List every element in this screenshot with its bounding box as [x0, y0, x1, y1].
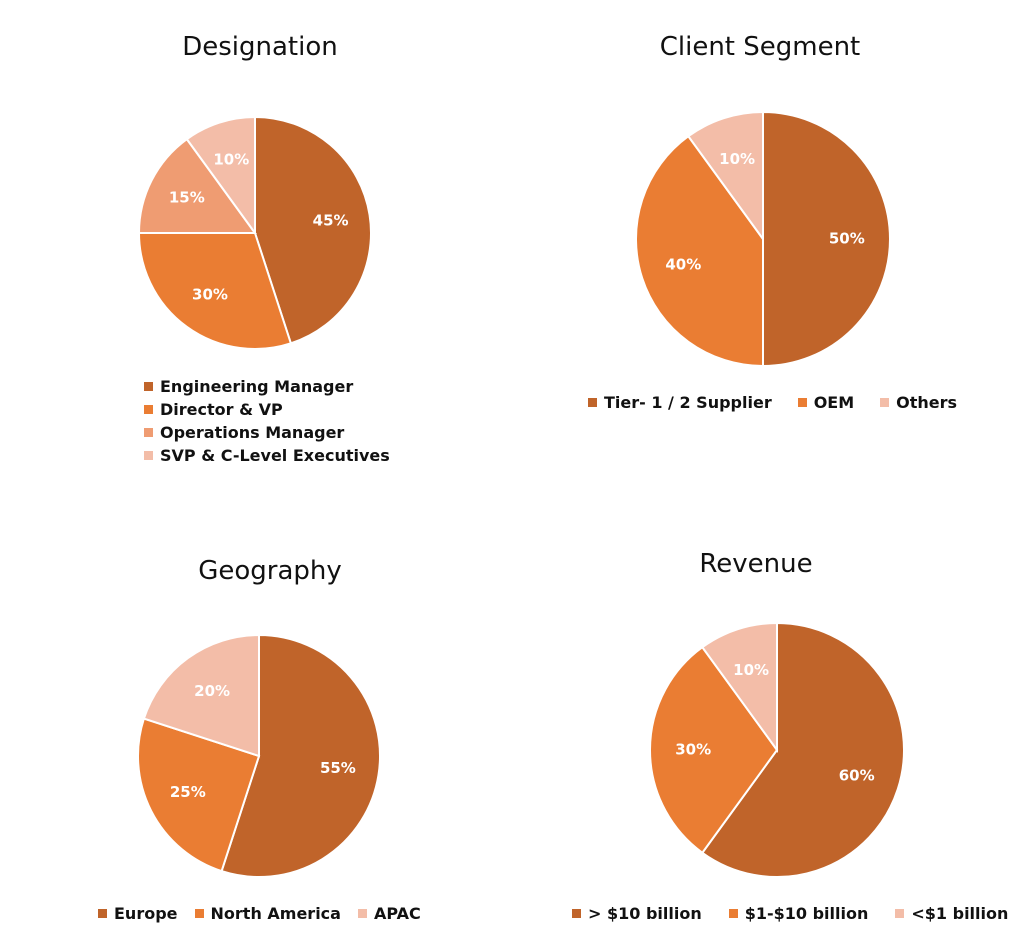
legend-item: $1-$10 billion [728, 904, 869, 923]
chart-title: Revenue [699, 549, 813, 579]
legend-swatch [880, 398, 890, 407]
legend-label: Europe [114, 904, 178, 923]
legend-item: > $10 billion [572, 904, 702, 923]
pie-slice [137, 717, 261, 873]
legend-label: OEM [813, 393, 855, 412]
data-label: 50% [829, 230, 865, 248]
legend-label: Engineering Manager [160, 377, 354, 396]
legend-item: Tier- 1 / 2 Supplier [588, 393, 772, 412]
legend-item: North America [194, 904, 341, 923]
pie-geography: 55% 25% 20% [137, 633, 381, 878]
legend-item: Engineering Manager [144, 375, 390, 398]
data-label: 30% [675, 741, 711, 759]
legend-label: $1-$10 billion [744, 904, 869, 923]
legend-swatch [144, 382, 153, 391]
designation-chart: Designation 45% 30% 15% 10% Engineering Man… [100, 28, 420, 478]
legend-item: Europe [98, 904, 178, 923]
legend-swatch [144, 451, 153, 460]
data-label: 60% [839, 766, 875, 784]
pie-slice [635, 134, 764, 368]
chart-title: Client Segment [659, 32, 861, 62]
chart-title: Geography [198, 556, 342, 586]
pie-slice [762, 110, 891, 368]
pie-slice [220, 633, 381, 878]
legend-item: <$1 billion [895, 904, 1008, 923]
pie-slice [686, 110, 764, 243]
legend-item: Director & VP [144, 398, 390, 421]
pie-slice [648, 645, 779, 855]
legend-swatch [588, 398, 597, 407]
data-label: 20% [194, 682, 230, 700]
pie-slice [700, 621, 778, 754]
legend-swatch [728, 909, 738, 918]
legend-label: Others [896, 393, 958, 412]
pie-slice [142, 633, 260, 758]
legend-label: Director & VP [160, 400, 283, 419]
legend-swatch [797, 398, 807, 407]
data-label: 40% [665, 255, 701, 273]
data-label: 45% [313, 212, 349, 230]
geography-chart: Geography 55% 25% 20% Europe North America… [90, 552, 450, 932]
pie-revenue: 60% 30% 10% [648, 621, 905, 878]
legend-item: Others [880, 393, 957, 412]
legend-swatch [572, 909, 581, 918]
legend-item: SVP & C-Level Executives [144, 444, 390, 467]
legend-swatch [194, 909, 204, 918]
revenue-chart: Revenue 60% 30% 10% > $10 billion $1-$10 b… [568, 545, 1008, 930]
data-label: 10% [213, 151, 249, 169]
chart-title: Designation [182, 32, 338, 62]
data-label: 10% [733, 661, 769, 679]
legend-swatch [98, 909, 107, 918]
legend: Engineering Manager Director & VP Operat… [144, 375, 390, 467]
data-label: 15% [169, 189, 205, 207]
data-label: 10% [719, 150, 755, 168]
legend-label: > $10 billion [588, 904, 702, 923]
legend-label: Tier- 1 / 2 Supplier [604, 393, 772, 412]
data-label: 25% [170, 783, 206, 801]
legend-label: SVP & C-Level Executives [160, 446, 390, 465]
pie-slice [185, 115, 256, 237]
legend-item: OEM [797, 393, 855, 412]
pie-slice [700, 621, 905, 878]
pie-designation: 45% 30% 15% 10% [137, 115, 372, 350]
pie-slice [137, 232, 293, 350]
legend-swatch [144, 405, 153, 414]
legend: Europe North America APAC [98, 904, 421, 923]
legend-swatch [357, 909, 367, 918]
data-label: 55% [320, 759, 356, 777]
data-label: 30% [192, 285, 228, 303]
legend: > $10 billion $1-$10 billion <$1 billion [572, 904, 1008, 923]
legend-label: North America [210, 904, 341, 923]
pie-slice [137, 137, 257, 234]
legend: Tier- 1 / 2 Supplier OEM Others [588, 393, 957, 412]
pie-slice [254, 115, 372, 345]
legend-swatch [144, 428, 153, 437]
pie-client-segment: 50% 40% 10% [635, 110, 891, 368]
legend-label: <$1 billion [911, 904, 1009, 923]
legend-swatch [895, 909, 905, 918]
legend-item: APAC [357, 904, 421, 923]
legend-label: Operations Manager [160, 423, 345, 442]
client-segment-chart: Client Segment 50% 40% 10% Tier- 1 / 2 Sup… [560, 28, 960, 428]
legend-item: Operations Manager [144, 421, 390, 444]
legend-label: APAC [373, 904, 421, 923]
